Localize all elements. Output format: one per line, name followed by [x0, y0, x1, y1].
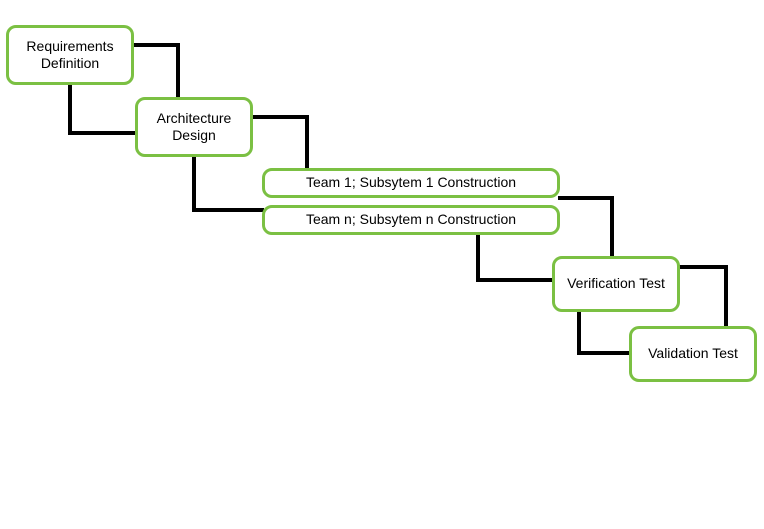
node-req: Requirements Definition	[6, 25, 134, 85]
edge-arch-to-team1-2	[253, 117, 307, 168]
node-team1: Team 1; Subsytem 1 Construction	[262, 168, 560, 198]
edge-req-to-arch-0	[134, 45, 178, 97]
edge-teamn-to-ver-5	[478, 235, 552, 280]
edge-arch-to-teamn-3	[194, 157, 262, 210]
node-val: Validation Test	[629, 326, 757, 382]
edge-req-to-arch-1	[70, 85, 135, 133]
node-ver: Verification Test	[552, 256, 680, 312]
edge-teamn-to-ver-4	[560, 198, 612, 256]
node-arch: Architecture Design	[135, 97, 253, 157]
edge-ver-to-val-7	[579, 312, 629, 353]
node-teamn: Team n; Subsytem n Construction	[262, 205, 560, 235]
edge-ver-to-val-6	[680, 267, 726, 326]
